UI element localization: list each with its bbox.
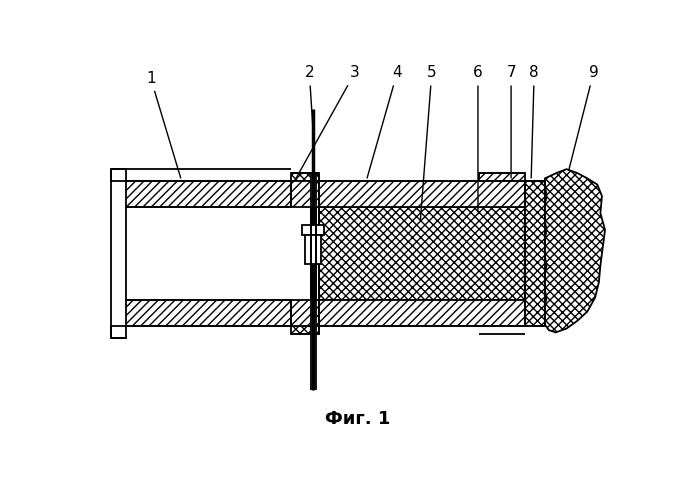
Bar (311, 300, 315, 326)
Text: 3: 3 (296, 65, 360, 178)
Bar (311, 181, 315, 207)
Bar (319, 300, 525, 326)
Polygon shape (110, 169, 126, 181)
Text: 5: 5 (420, 65, 437, 219)
Bar (311, 207, 315, 300)
Text: 8: 8 (529, 65, 539, 178)
Bar (305, 235, 321, 264)
Bar (525, 181, 545, 326)
Bar (479, 173, 525, 181)
Text: 6: 6 (473, 65, 483, 212)
Bar (319, 181, 525, 207)
Bar (291, 300, 319, 326)
Bar (319, 207, 525, 300)
Text: 4: 4 (367, 65, 402, 178)
Text: 1: 1 (146, 71, 181, 178)
Bar (311, 173, 315, 334)
Text: 9: 9 (569, 65, 598, 170)
Bar (291, 326, 319, 334)
Polygon shape (110, 326, 126, 338)
Polygon shape (543, 169, 605, 333)
Bar (126, 300, 291, 326)
Bar (291, 173, 319, 181)
Bar (126, 181, 291, 207)
Text: 7: 7 (506, 65, 516, 178)
Text: Фиг. 1: Фиг. 1 (325, 410, 391, 429)
Bar (303, 225, 324, 235)
Text: 2: 2 (305, 65, 314, 129)
Bar (291, 181, 319, 207)
